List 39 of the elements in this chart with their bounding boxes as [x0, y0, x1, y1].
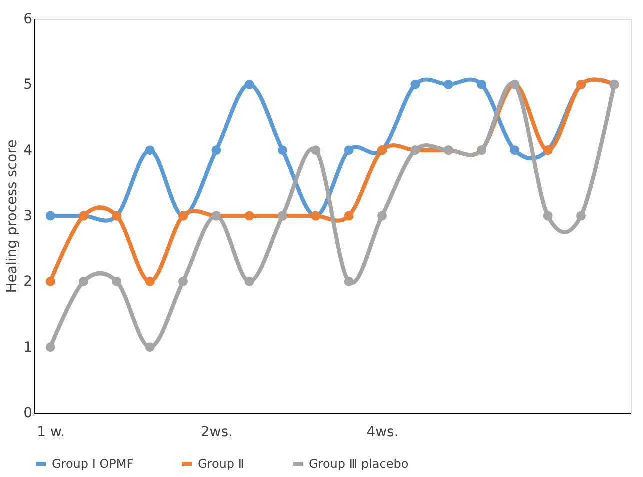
point [145, 342, 155, 352]
point [178, 276, 188, 286]
point [444, 80, 454, 90]
point [145, 276, 155, 286]
y-tick-label: 0 [24, 406, 32, 422]
point [278, 146, 288, 156]
point [344, 276, 354, 286]
point [244, 80, 254, 90]
point [212, 146, 222, 156]
x-tick-label: 1 w. [37, 424, 66, 440]
point [46, 342, 56, 352]
y-tick-label: 6 [24, 12, 33, 28]
point [244, 276, 254, 286]
point [344, 211, 354, 221]
point [145, 146, 155, 156]
legend-label: Group Ⅱ [198, 457, 244, 471]
point [510, 146, 520, 156]
y-tick-label: 2 [24, 274, 32, 290]
point [576, 211, 586, 221]
point [477, 80, 486, 90]
y-tick-label: 5 [24, 77, 32, 94]
point [378, 211, 387, 221]
point [46, 211, 56, 221]
legend-label: Group Ⅲ placebo [309, 457, 409, 471]
y-tick-label: 3 [24, 208, 32, 224]
y-tick-label: 1 [24, 340, 32, 356]
point [543, 211, 553, 221]
point [410, 80, 420, 90]
legend-label: Group Ⅰ OPMF [52, 457, 134, 471]
point [311, 146, 321, 156]
point [112, 276, 122, 286]
y-axis-title: Healing process score [4, 140, 21, 294]
x-tick-label: 2ws. [200, 424, 233, 440]
x-tick-label: 4ws. [366, 424, 399, 440]
point [46, 276, 56, 286]
y-tick-label: 4 [24, 142, 33, 159]
point [79, 276, 88, 286]
point [344, 146, 354, 156]
point [244, 211, 254, 221]
